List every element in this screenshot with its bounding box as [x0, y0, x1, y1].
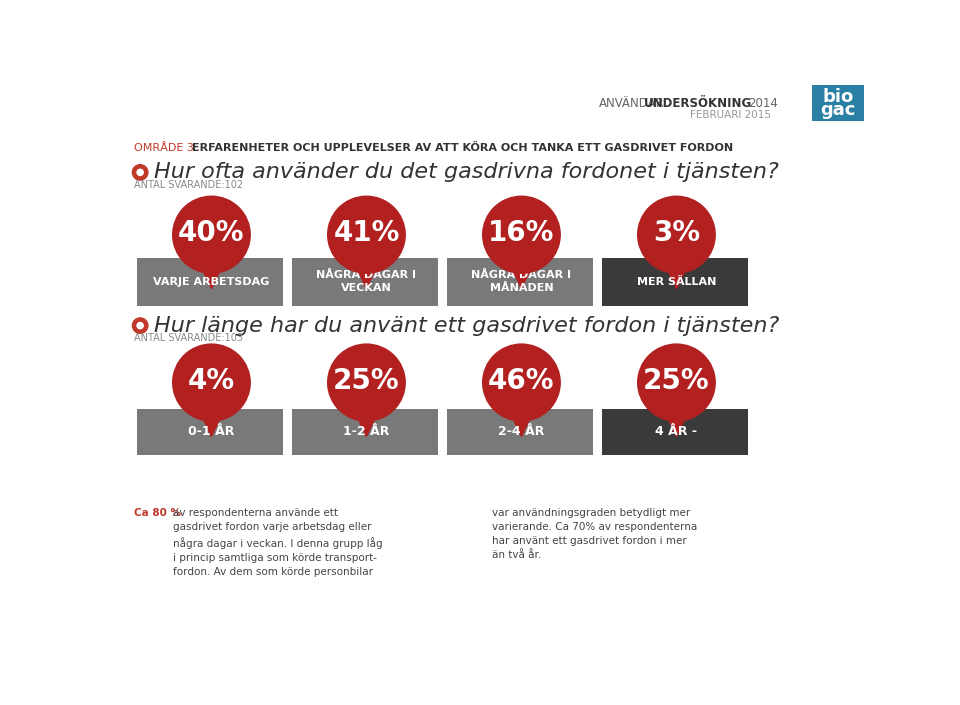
- Text: gac: gac: [821, 101, 855, 119]
- Circle shape: [483, 196, 561, 274]
- Polygon shape: [356, 267, 376, 288]
- Circle shape: [483, 344, 561, 421]
- Text: NÅGRA DAGAR I
MÅNADEN: NÅGRA DAGAR I MÅNADEN: [471, 270, 571, 293]
- FancyBboxPatch shape: [812, 85, 864, 121]
- Circle shape: [132, 318, 148, 333]
- Text: Hur ofta använder du det gasdrivna fordonet i tjänsten?: Hur ofta använder du det gasdrivna fordo…: [155, 162, 779, 183]
- Text: 2-4 ÅR: 2-4 ÅR: [498, 425, 544, 439]
- Text: 46%: 46%: [489, 367, 555, 395]
- Circle shape: [327, 344, 405, 421]
- Text: 25%: 25%: [643, 367, 709, 395]
- Text: 40%: 40%: [179, 219, 245, 247]
- FancyBboxPatch shape: [292, 409, 438, 455]
- FancyBboxPatch shape: [602, 258, 748, 305]
- Text: MER SÄLLAN: MER SÄLLAN: [636, 276, 716, 287]
- Circle shape: [173, 196, 251, 274]
- Text: 0-1 ÅR: 0-1 ÅR: [188, 425, 234, 439]
- Text: 16%: 16%: [489, 219, 555, 247]
- FancyBboxPatch shape: [292, 258, 438, 305]
- Text: 3%: 3%: [653, 219, 700, 247]
- Text: 4%: 4%: [188, 367, 235, 395]
- Polygon shape: [512, 267, 532, 288]
- Text: FEBRUARI 2015: FEBRUARI 2015: [690, 110, 771, 120]
- Polygon shape: [666, 267, 686, 288]
- Text: 41%: 41%: [333, 219, 399, 247]
- Polygon shape: [202, 267, 222, 288]
- Circle shape: [137, 169, 143, 176]
- Polygon shape: [512, 415, 532, 436]
- Text: Hur länge har du använt ett gasdrivet fordon i tjänsten?: Hur länge har du använt ett gasdrivet fo…: [155, 316, 780, 336]
- Text: var användningsgraden betydligt mer
varierande. Ca 70% av respondenterna
har anv: var användningsgraden betydligt mer vari…: [492, 508, 697, 560]
- Text: av respondenterna använde ett
gasdrivet fordon varje arbetsdag eller
några dagar: av respondenterna använde ett gasdrivet …: [173, 508, 382, 577]
- Text: 1-2 ÅR: 1-2 ÅR: [344, 425, 390, 439]
- Text: NÅGRA DAGAR I
VECKAN: NÅGRA DAGAR I VECKAN: [317, 270, 417, 293]
- Text: 4 ÅR -: 4 ÅR -: [656, 425, 698, 439]
- Circle shape: [132, 165, 148, 180]
- Text: OMRÅDE 3:: OMRÅDE 3:: [134, 142, 201, 153]
- Circle shape: [637, 196, 715, 274]
- Text: ANTAL SVARANDE:102: ANTAL SVARANDE:102: [134, 180, 243, 190]
- Text: 25%: 25%: [333, 367, 399, 395]
- Circle shape: [137, 322, 143, 329]
- Polygon shape: [202, 415, 222, 436]
- FancyBboxPatch shape: [137, 258, 283, 305]
- Text: ERFARENHETER OCH UPPLEVELSER AV ATT KÖRA OCH TANKA ETT GASDRIVET FORDON: ERFARENHETER OCH UPPLEVELSER AV ATT KÖRA…: [192, 142, 733, 153]
- Text: bio: bio: [823, 87, 853, 106]
- Polygon shape: [666, 415, 686, 436]
- FancyBboxPatch shape: [137, 409, 283, 455]
- FancyBboxPatch shape: [447, 409, 592, 455]
- Circle shape: [173, 344, 251, 421]
- Text: 2014: 2014: [748, 97, 778, 111]
- Text: ANTAL SVARANDE:103: ANTAL SVARANDE:103: [134, 333, 243, 343]
- Text: Ca 80 %: Ca 80 %: [134, 508, 184, 518]
- Text: ANVÄNDAR: ANVÄNDAR: [599, 97, 664, 111]
- Circle shape: [327, 196, 405, 274]
- Circle shape: [637, 344, 715, 421]
- Text: VARJE ARBETSDAG: VARJE ARBETSDAG: [154, 277, 270, 287]
- Text: UNDERSÖKNING: UNDERSÖKNING: [644, 97, 752, 111]
- FancyBboxPatch shape: [602, 409, 748, 455]
- FancyBboxPatch shape: [447, 258, 592, 305]
- Polygon shape: [356, 415, 376, 436]
